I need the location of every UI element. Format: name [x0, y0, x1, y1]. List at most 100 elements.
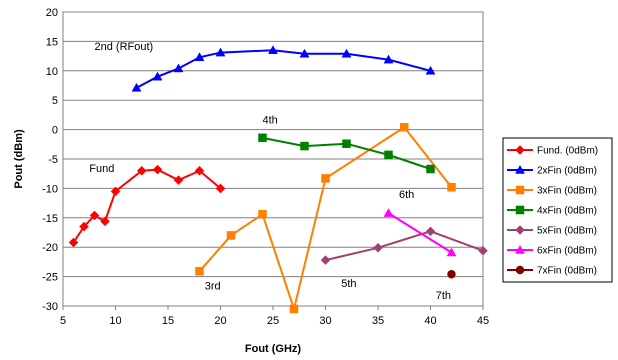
legend-entry: Fund. (0dBm) — [507, 145, 598, 157]
x-tick-label: 40 — [424, 315, 436, 327]
grid-lines — [63, 11, 483, 307]
legend-label: 2xFin (0dBm) — [537, 166, 597, 177]
y-tick-label: -25 — [42, 272, 58, 284]
data-point — [342, 139, 351, 148]
y-tick-label: -10 — [42, 183, 58, 195]
y-tick-label: 10 — [46, 66, 58, 78]
series-line — [325, 230, 484, 262]
data-point — [447, 269, 456, 279]
data-point — [131, 82, 142, 92]
annotation-label: 4th — [263, 115, 278, 127]
y-tick-label: 0 — [52, 125, 58, 137]
data-point — [68, 237, 79, 248]
series-5 — [320, 226, 488, 265]
data-point — [447, 182, 456, 192]
data-point — [136, 165, 147, 176]
x-tick-label: 45 — [477, 315, 489, 327]
legend-label: 4xFin (0dBm) — [537, 206, 597, 217]
data-point — [268, 45, 278, 54]
annotations: 2nd (RFout) 4th Fund 6th 3rd 5th 7th — [89, 41, 451, 302]
legend-entry: 2xFin (0dBm) — [507, 164, 597, 177]
data-point — [152, 164, 163, 175]
data-point — [383, 54, 394, 64]
legend-entry: 6xFin (0dBm) — [507, 244, 597, 257]
data-point — [226, 231, 236, 240]
legend-marker — [515, 164, 525, 174]
annotation-label: Fund — [89, 163, 114, 175]
data-point — [79, 221, 89, 232]
y-tick-label: -15 — [42, 213, 58, 225]
data-point — [425, 226, 436, 237]
data-point — [478, 245, 488, 256]
legend-marker — [515, 265, 525, 275]
series-4 — [258, 133, 435, 174]
data-point — [173, 63, 184, 73]
data-point — [110, 186, 121, 197]
data-point — [383, 208, 394, 217]
y-axis-ticks: -30 -25 -20 -15 -10 -5 0 5 10 15 20 — [42, 7, 58, 313]
data-point — [258, 210, 267, 219]
legend-label: 6xFin (0dBm) — [537, 246, 597, 257]
data-point — [400, 122, 409, 132]
legend-entry: 4xFin (0dBm) — [507, 206, 597, 217]
data-point — [300, 141, 309, 151]
x-axis-title: Fout (GHz) — [245, 343, 302, 355]
y-tick-label: -5 — [48, 154, 58, 166]
legend-marker — [515, 205, 525, 215]
series-6 — [383, 208, 457, 257]
data-series — [68, 45, 488, 314]
data-point — [320, 255, 331, 265]
data-point — [321, 174, 330, 183]
data-point — [258, 133, 267, 143]
x-tick-label: 15 — [162, 315, 174, 327]
series-line — [387, 212, 453, 254]
data-point — [426, 164, 435, 174]
data-point — [194, 52, 205, 62]
y-tick-label: -20 — [42, 242, 58, 254]
legend-entry: 3xFin (0dBm) — [507, 186, 597, 197]
data-point — [289, 304, 299, 314]
data-point — [341, 48, 352, 58]
annotation-label: 7th — [436, 290, 451, 302]
data-point — [173, 175, 184, 186]
data-point — [215, 47, 226, 57]
data-point — [299, 48, 310, 58]
data-point — [384, 150, 393, 160]
x-tick-label: 35 — [372, 315, 384, 327]
legend-entry: 5xFin (0dBm) — [507, 225, 597, 237]
data-point — [89, 210, 100, 221]
legend-marker — [515, 244, 525, 254]
legend-label: 7xFin (0dBm) — [537, 266, 597, 277]
x-tick-label: 30 — [319, 315, 331, 327]
legend-marker — [515, 145, 525, 155]
legend: Fund. (0dBm) 2xFin (0dBm) 3xFin (0dBm) 4xFi… — [502, 137, 613, 283]
data-point — [152, 71, 163, 81]
x-tick-label: 5 — [60, 315, 66, 327]
series-2 — [131, 45, 436, 92]
series-line — [136, 49, 431, 89]
x-tick-label: 20 — [214, 315, 226, 327]
series-1 — [68, 164, 226, 248]
annotation-label: 5th — [341, 278, 356, 290]
y-tick-label: 5 — [52, 95, 58, 107]
y-tick-label: 20 — [46, 7, 58, 19]
data-point — [446, 247, 457, 257]
legend-label: 3xFin (0dBm) — [537, 186, 597, 197]
series-3 — [195, 122, 456, 314]
data-point — [215, 183, 226, 194]
legend-label: Fund. (0dBm) — [537, 146, 598, 157]
data-point — [100, 216, 110, 227]
data-point — [194, 165, 205, 176]
y-tick-label: 15 — [46, 36, 58, 48]
series-7 — [447, 269, 456, 279]
series-line — [72, 168, 222, 244]
legend-marker — [515, 185, 525, 195]
y-axis-title: Pout (dBm) — [13, 129, 25, 189]
data-point — [425, 65, 436, 75]
legend-marker — [515, 225, 525, 235]
annotation-label: 6th — [399, 189, 414, 201]
data-point — [373, 242, 383, 253]
legend-entry: 7xFin (0dBm) — [507, 266, 597, 277]
x-tick-label: 25 — [267, 315, 279, 327]
